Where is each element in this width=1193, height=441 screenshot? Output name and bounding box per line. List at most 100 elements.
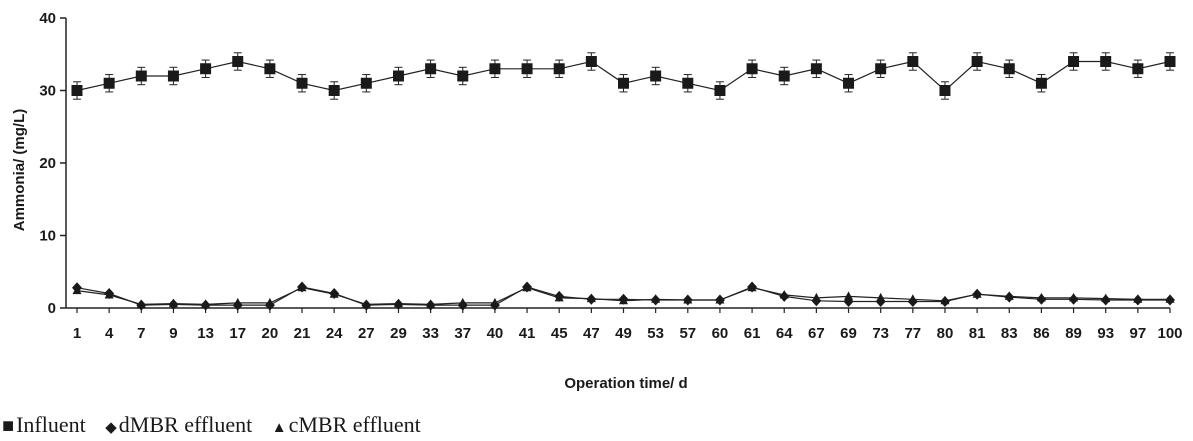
y-tick-label: 40 [39, 10, 56, 27]
data-point-triangle [426, 299, 436, 308]
data-point-triangle [201, 299, 211, 308]
data-point-triangle [297, 282, 307, 292]
x-tick-label: 97 [1130, 325, 1147, 342]
x-tick-label: 57 [679, 325, 696, 342]
data-point-square [714, 85, 726, 96]
x-tick-label: 81 [969, 325, 986, 342]
x-tick-label: 64 [776, 325, 793, 342]
data-point-triangle [522, 282, 532, 292]
legend-label: Influent [16, 412, 86, 437]
legend-item-dmbr: ◆dMBR effluent [105, 412, 252, 437]
data-point-triangle [458, 297, 468, 307]
data-point-triangle [715, 295, 725, 304]
x-tick-label: 21 [294, 325, 311, 342]
data-point-square [618, 77, 629, 89]
data-point-triangle [811, 292, 821, 302]
data-point-triangle [683, 295, 693, 304]
data-point-square [425, 63, 437, 75]
x-tick-label: 45 [551, 325, 568, 342]
legend-label: cMBR effluent [288, 412, 421, 437]
x-tick-label: 40 [487, 325, 504, 342]
data-point-square [1132, 63, 1144, 75]
data-point-square [232, 56, 244, 67]
x-tick-label: 77 [904, 325, 921, 342]
data-point-triangle [972, 289, 982, 298]
data-point-triangle [104, 289, 114, 299]
x-tick-label: 13 [197, 325, 214, 342]
x-tick-label: 33 [422, 325, 439, 342]
data-point-square [810, 63, 822, 75]
legend-label: dMBR effluent [118, 412, 253, 437]
y-axis-title: Ammonia/ (mg/L) [11, 109, 28, 232]
data-point-triangle [586, 293, 596, 303]
data-point-square [200, 63, 212, 75]
data-point-square [489, 63, 501, 75]
data-point-square [167, 70, 179, 82]
data-point-square [875, 63, 887, 75]
data-point-square [1035, 77, 1047, 89]
data-point-triangle [329, 289, 339, 298]
data-point-square [778, 70, 790, 82]
x-tick-label: 29 [390, 325, 407, 342]
x-tick-label: 4 [105, 325, 114, 342]
data-point-triangle [1004, 291, 1014, 300]
x-tick-label: 93 [1097, 325, 1114, 342]
x-tick-label: 20 [262, 325, 279, 342]
data-point-triangle [876, 292, 886, 302]
data-point-square [264, 63, 276, 75]
x-tick-label: 86 [1033, 325, 1050, 342]
legend-item-cmbr: ▲cMBR effluent [272, 412, 421, 437]
data-point-square [939, 85, 951, 96]
data-point-triangle [1036, 292, 1046, 302]
x-tick-label: 80 [937, 325, 954, 342]
triangle-marker-icon: ▲ [271, 420, 287, 436]
data-point-square [746, 63, 758, 75]
x-tick-label: 37 [454, 325, 471, 342]
data-point-triangle [1101, 293, 1111, 303]
legend: ■Influent ◆dMBR effluent ▲cMBR effluent [2, 412, 435, 438]
data-point-triangle [393, 298, 403, 308]
data-point-triangle [844, 291, 854, 300]
data-point-triangle [490, 297, 500, 307]
data-point-triangle [908, 294, 918, 303]
data-point-square [296, 77, 308, 89]
x-tick-label: 24 [326, 325, 343, 342]
data-point-square [553, 63, 565, 75]
data-point-square [650, 70, 662, 82]
x-tick-label: 41 [519, 325, 536, 342]
data-point-square [360, 77, 372, 89]
x-axis-title: Operation time/ d [564, 375, 687, 392]
x-tick-label: 9 [169, 325, 177, 342]
x-tick-label: 83 [1001, 325, 1018, 342]
data-point-square [907, 56, 919, 67]
data-point-square [103, 77, 115, 89]
data-point-square [135, 70, 147, 82]
square-marker-icon: ■ [2, 415, 15, 437]
data-point-square [1003, 63, 1015, 75]
data-point-square [521, 63, 533, 75]
data-point-square [682, 77, 694, 89]
x-tick-label: 47 [583, 325, 600, 342]
data-point-square [1164, 56, 1176, 67]
x-tick-label: 73 [872, 325, 889, 342]
y-tick-label: 10 [39, 228, 56, 245]
data-point-triangle [940, 295, 950, 305]
data-point-triangle [554, 292, 564, 302]
x-tick-label: 53 [647, 325, 664, 342]
data-point-triangle [72, 285, 82, 295]
y-tick-label: 20 [39, 155, 56, 172]
data-point-triangle [651, 294, 661, 303]
x-tick-label: 61 [744, 325, 761, 342]
x-tick-label: 49 [615, 325, 632, 342]
data-point-triangle [233, 297, 243, 307]
data-point-triangle [619, 295, 628, 305]
data-point-square [457, 70, 469, 82]
data-point-square [1100, 56, 1112, 67]
x-tick-label: 1 [73, 325, 81, 342]
data-point-triangle [747, 282, 757, 292]
x-tick-label: 27 [358, 325, 375, 342]
data-point-square [328, 85, 340, 96]
data-point-square [971, 56, 983, 67]
data-point-triangle [168, 298, 178, 308]
